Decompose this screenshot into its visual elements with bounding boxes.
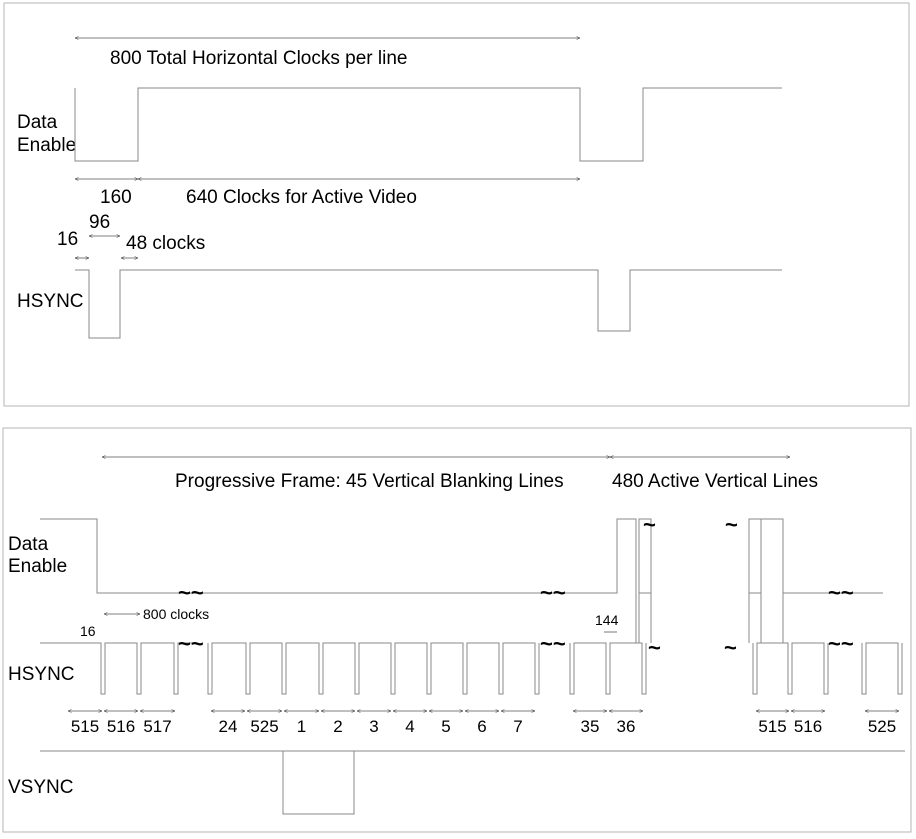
data-enable-waveform-bottom [40, 518, 637, 644]
line-number-labels: 515 516 517 24 525 1 2 3 4 5 6 7 35 36 515 516 525 [71, 717, 896, 736]
vsync-label: VSYNC [8, 777, 73, 798]
line-number-label: 7 [513, 717, 522, 736]
break-symbol-de-4: ~ [643, 512, 656, 537]
sync-width-label: 96 [89, 212, 110, 233]
hsync-waveform-bottom-5 [861, 642, 903, 695]
data-enable-pulse-2 [638, 518, 652, 643]
line-number-label: 515 [71, 717, 99, 736]
line-number-label: 35 [581, 717, 600, 736]
active-video-label: 640 Clocks for Active Video [186, 187, 417, 208]
break-symbol-de-3: ~~ [828, 580, 854, 605]
hsync-waveform-bottom-2 [207, 642, 540, 695]
hsync-waveform-bottom-3 [569, 642, 647, 695]
vertical-timing-panel [2, 427, 912, 833]
break-symbol-hs-5: ~ [724, 635, 737, 660]
line-number-label: 36 [617, 717, 636, 736]
total-clocks-label: 800 Total Horizontal Clocks per line [110, 48, 407, 69]
line-number-label: 24 [219, 717, 238, 736]
vertical-blanking-label: Progressive Frame: 45 Vertical Blanking … [175, 471, 564, 492]
front-porch-label: 16 [57, 229, 78, 250]
hsync-waveform-top [75, 269, 782, 339]
data-enable-label-line2: Enable [17, 135, 76, 156]
line-number-label: 4 [405, 717, 414, 736]
active-lines-label: 480 Active Vertical Lines [612, 471, 818, 492]
back-porch-label: 48 clocks [126, 233, 205, 254]
line-number-label: 515 [758, 717, 786, 736]
data-enable-label-line1-bottom: Data [8, 534, 49, 555]
hsync-waveform-bottom-4 [752, 642, 829, 695]
line-number-label: 516 [794, 717, 822, 736]
hsync-waveform-bottom [40, 642, 196, 695]
data-enable-pulse-3 [748, 518, 762, 643]
break-symbol-hs-1: ~~ [178, 631, 204, 656]
line-number-label: 516 [107, 717, 135, 736]
horizontal-timing-panel [3, 2, 910, 407]
break-symbol-hs-2: ~~ [540, 631, 566, 656]
line-number-label: 517 [143, 717, 171, 736]
line-number-label: 2 [333, 717, 342, 736]
break-symbol-de-5: ~ [725, 512, 738, 537]
data-enable-label-line1: Data [17, 112, 58, 133]
data-enable-waveform [74, 87, 782, 162]
line-number-label: 6 [477, 717, 486, 736]
offset-144-label: 144 [595, 612, 619, 628]
vsync-waveform [282, 751, 355, 815]
line-number-label: 525 [250, 717, 278, 736]
hsync-label-top: HSYNC [17, 291, 84, 312]
offset-16-label: 16 [80, 623, 96, 639]
line-number-label: 5 [441, 717, 450, 736]
hsync-label-bottom: HSYNC [8, 664, 75, 685]
data-enable-label-line2-bottom: Enable [8, 556, 67, 577]
blanking-label: 160 [100, 187, 132, 208]
break-symbol-hs-3: ~~ [828, 631, 854, 656]
line-number-label: 525 [868, 717, 896, 736]
line-clocks-label: 800 clocks [143, 606, 209, 622]
line-number-label: 1 [297, 717, 306, 736]
break-symbol-de-2: ~~ [540, 580, 566, 605]
break-symbol-hs-4: ~ [648, 635, 661, 660]
line-number-label: 3 [369, 717, 378, 736]
break-symbol-de-1: ~~ [178, 580, 204, 605]
